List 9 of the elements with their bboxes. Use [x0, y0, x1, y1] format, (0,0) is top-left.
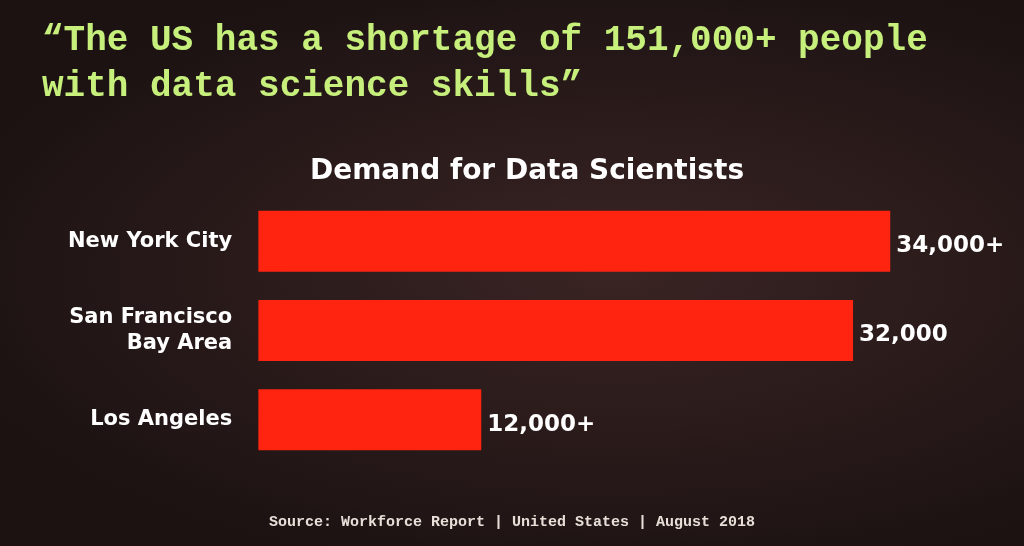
- source-note: Source: Workforce Report | United States | August 2018: [267, 514, 757, 531]
- chart-subtitle: Demand for Data Scientists: [309, 153, 745, 187]
- y-tick-label: Los Angeles: [90, 406, 233, 431]
- data-label: 34,000+: [896, 231, 1005, 258]
- chart-title: “The US has a shortage of 151,000+ people with data science skills”: [42, 19, 929, 109]
- y-tick-label: New York City: [67, 227, 233, 252]
- y-tick-label: San Francisco Bay Area: [69, 304, 233, 354]
- data-label: 12,000+: [487, 409, 596, 436]
- data-label: 32,000: [859, 320, 948, 347]
